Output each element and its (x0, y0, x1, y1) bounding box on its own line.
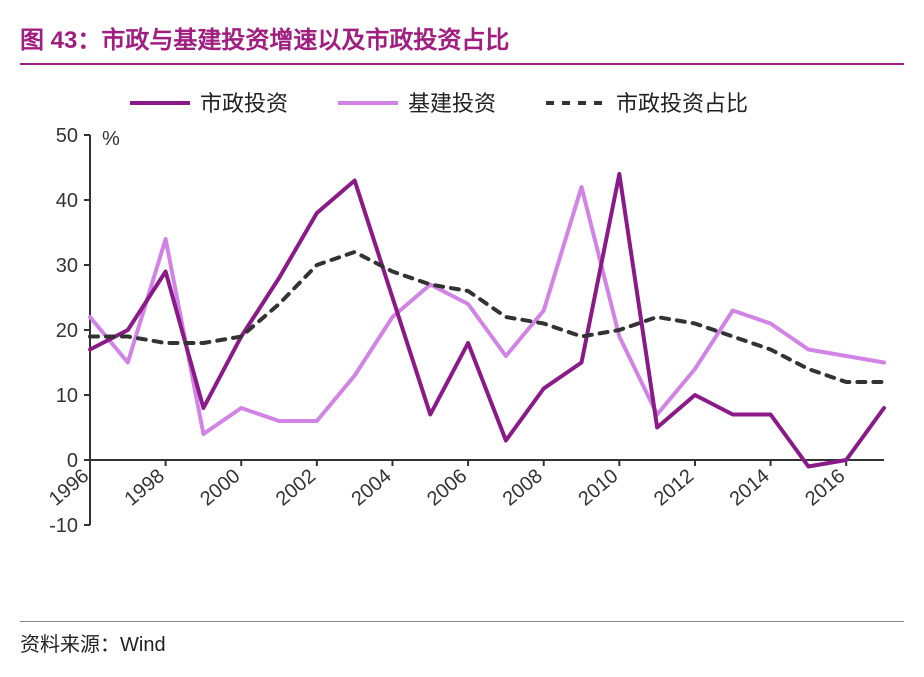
source-label: 资料来源： (20, 634, 120, 656)
svg-text:10: 10 (56, 385, 78, 407)
svg-text:-10: -10 (49, 515, 78, 537)
svg-text:50: 50 (56, 125, 78, 147)
svg-text:20: 20 (56, 320, 78, 342)
svg-text:40: 40 (56, 190, 78, 212)
svg-text:2006: 2006 (423, 465, 471, 510)
svg-text:2000: 2000 (196, 465, 244, 510)
svg-text:基建投资: 基建投资 (408, 91, 496, 116)
source-line: 资料来源：Wind (20, 621, 904, 657)
svg-text:市政投资: 市政投资 (200, 91, 288, 116)
svg-text:2016: 2016 (801, 465, 849, 510)
svg-text:2002: 2002 (272, 465, 320, 510)
chart-title: 图 43：市政与基建投资增速以及市政投资占比 (20, 20, 904, 65)
line-chart-svg: -1001020304050%1996199820002002200420062… (20, 75, 904, 615)
source-value: Wind (120, 634, 166, 656)
svg-text:2014: 2014 (726, 465, 774, 510)
svg-text:2012: 2012 (650, 465, 698, 510)
svg-text:2010: 2010 (574, 465, 622, 510)
svg-text:1998: 1998 (121, 465, 169, 510)
svg-text:市政投资占比: 市政投资占比 (616, 91, 748, 116)
svg-text:2004: 2004 (347, 465, 395, 510)
svg-text:30: 30 (56, 255, 78, 277)
svg-text:%: % (102, 128, 120, 150)
chart-area: -1001020304050%1996199820002002200420062… (20, 75, 904, 615)
svg-text:2008: 2008 (499, 465, 547, 510)
